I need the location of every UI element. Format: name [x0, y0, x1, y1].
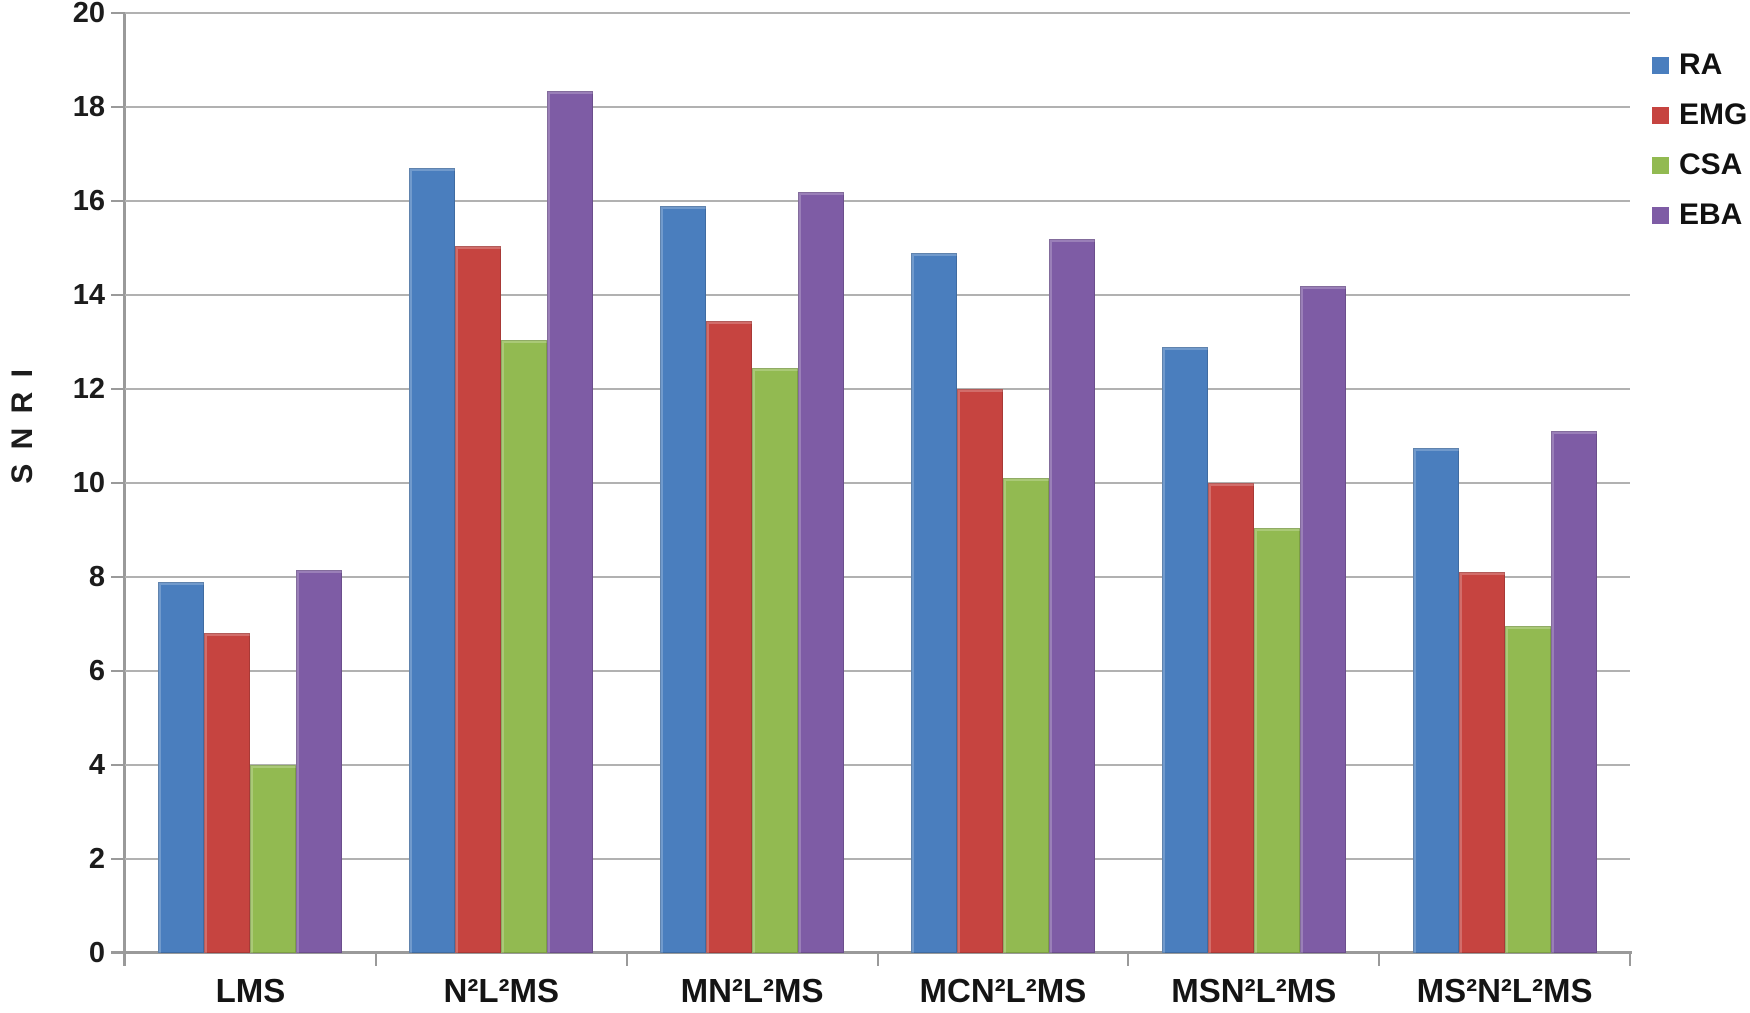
bar-eba-cat4: [1299, 285, 1346, 953]
y-tick-label: 20: [72, 0, 105, 29]
y-axis-tickmark: [111, 294, 125, 296]
x-axis-tickmark: [1629, 953, 1631, 966]
x-category-label: MSN²L²MS: [1171, 972, 1337, 1009]
x-axis-tickmark: [124, 953, 126, 966]
bar-ra-cat5: [1412, 447, 1459, 953]
y-axis-tickmark: [111, 576, 125, 578]
legend-item-emg: EMG: [1652, 90, 1747, 140]
x-category-label: MN²L²MS: [680, 972, 824, 1009]
y-axis-tickmark: [111, 858, 125, 860]
bar-eba-cat5: [1550, 431, 1597, 953]
legend-label: CSA: [1679, 148, 1743, 181]
legend-item-ra: RA: [1652, 40, 1747, 90]
gridline: [125, 388, 1630, 390]
legend-label: EBA: [1679, 198, 1743, 231]
x-category-label: LMS: [215, 972, 286, 1009]
x-axis-tickmark: [374, 953, 377, 966]
legend-label: RA: [1679, 48, 1723, 81]
gridline: [125, 200, 1630, 202]
y-axis-tickmark: [111, 388, 125, 390]
gridline: [125, 764, 1630, 766]
bar-eba-cat3: [1048, 238, 1095, 953]
bar-ra-cat2: [660, 205, 707, 953]
y-axis-tickmark: [111, 200, 125, 202]
bar-eba-cat1: [547, 90, 594, 953]
y-tick-label: 16: [72, 185, 105, 217]
y-axis-tickmark: [111, 106, 125, 108]
y-tick-label: 0: [88, 937, 105, 969]
y-tick-label: 8: [88, 561, 105, 593]
ra-legend-swatch-icon: [1652, 56, 1669, 74]
csa-legend-swatch-icon: [1652, 156, 1669, 174]
legend-item-csa: CSA: [1652, 140, 1747, 190]
bar-eba-cat0: [296, 569, 343, 953]
legend-label: EMG: [1679, 98, 1748, 131]
bar-csa-cat1: [501, 339, 548, 953]
bar-ra-cat1: [409, 168, 456, 953]
gridline: [125, 576, 1630, 578]
gridline: [125, 12, 1630, 14]
bar-ra-cat3: [910, 252, 957, 953]
x-category-label: N²L²MS: [443, 972, 559, 1009]
y-tick-label: 2: [88, 843, 105, 875]
eba-legend-swatch-icon: [1652, 206, 1669, 224]
emg-legend-swatch-icon: [1652, 106, 1669, 124]
bar-ra-cat0: [158, 581, 205, 953]
gridline: [125, 106, 1630, 108]
bar-emg-cat0: [204, 633, 251, 953]
legend: RA EMG CSA EBA: [1652, 40, 1747, 240]
y-tick-label: 14: [72, 279, 105, 311]
x-axis-line: [111, 951, 1632, 954]
bar-emg-cat1: [455, 245, 502, 953]
y-tick-label: 4: [88, 749, 105, 781]
bar-ra-cat4: [1161, 346, 1208, 953]
x-category-label: MCN²L²MS: [919, 972, 1087, 1009]
y-axis-tickmark: [111, 764, 125, 766]
gridline: [125, 294, 1630, 296]
x-axis-tickmark: [625, 953, 628, 966]
bar-csa-cat3: [1002, 478, 1049, 953]
bar-emg-cat2: [706, 320, 753, 953]
y-tick-label: 6: [88, 655, 105, 687]
x-category-label: MS²N²L²MS: [1416, 972, 1593, 1009]
bar-csa-cat4: [1253, 527, 1300, 953]
x-axis-tickmark: [1378, 953, 1381, 966]
bar-csa-cat5: [1504, 626, 1551, 953]
y-axis-tickmark: [111, 482, 125, 484]
gridline: [125, 482, 1630, 484]
bar-emg-cat3: [956, 389, 1003, 953]
y-axis-tickmark: [111, 952, 125, 954]
gridline: [125, 858, 1630, 860]
y-axis-tickmark: [111, 670, 125, 672]
y-tick-label: 10: [72, 467, 105, 499]
y-tick-label: 12: [72, 373, 105, 405]
bar-emg-cat5: [1458, 572, 1505, 953]
bar-emg-cat4: [1207, 483, 1254, 953]
bar-csa-cat2: [752, 367, 799, 953]
gridline: [125, 670, 1630, 672]
y-axis-line: [123, 13, 126, 966]
legend-item-eba: EBA: [1652, 190, 1747, 240]
bar-csa-cat0: [250, 765, 297, 953]
bar-eba-cat2: [798, 191, 845, 953]
y-tick-label: 18: [72, 91, 105, 123]
y-axis-tickmark: [111, 12, 125, 14]
x-axis-tickmark: [1127, 953, 1130, 966]
x-axis-tickmark: [876, 953, 879, 966]
